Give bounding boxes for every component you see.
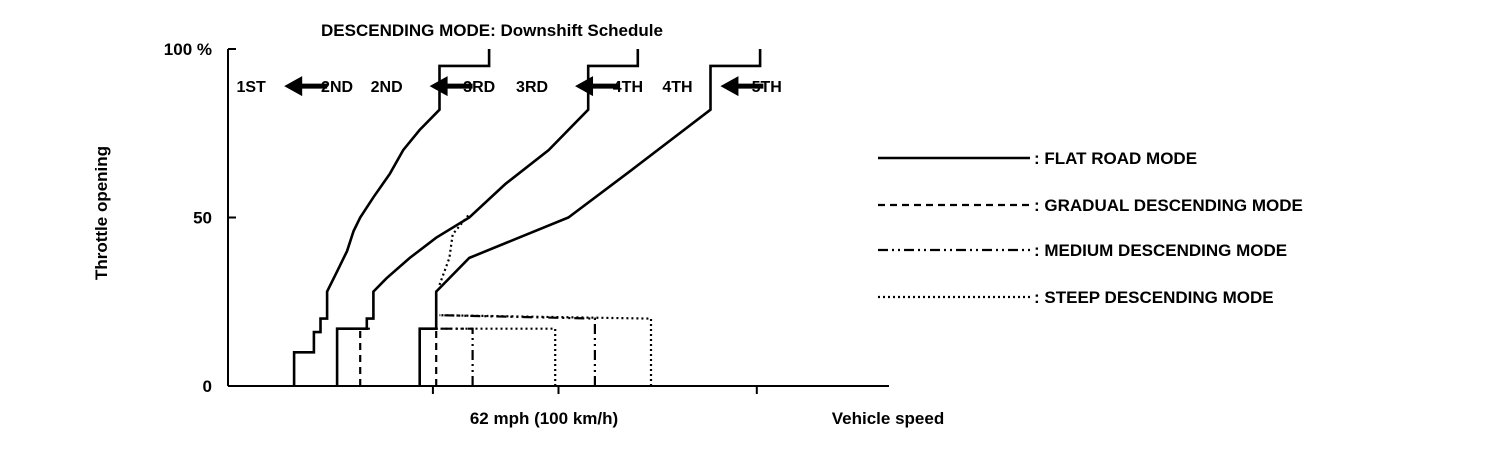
series-line bbox=[335, 49, 640, 386]
gear-label: 3RD bbox=[463, 79, 495, 96]
downshift-arrow-head bbox=[284, 76, 303, 97]
y-ticks: 0 50 100 % bbox=[164, 40, 236, 396]
legend-label: : FLAT ROAD MODE bbox=[1034, 149, 1197, 168]
y-tick-label: 100 % bbox=[164, 40, 212, 59]
chart-title: DESCENDING MODE: Downshift Schedule bbox=[321, 21, 663, 40]
series-line bbox=[439, 314, 597, 386]
gear-label: 2ND bbox=[371, 79, 403, 96]
series-dashed bbox=[359, 327, 438, 386]
gear-labels: 1ST 2ND 2ND 3RD 3RD 4TH 4TH 5TH bbox=[236, 79, 781, 96]
gear-label: 5TH bbox=[752, 79, 782, 96]
gear-arrows bbox=[284, 76, 764, 97]
gear-label: 1ST bbox=[236, 79, 266, 96]
legend-label: : MEDIUM DESCENDING MODE bbox=[1034, 241, 1287, 260]
y-axis-label: Throttle opening bbox=[92, 146, 111, 280]
series-layer bbox=[292, 49, 762, 386]
legend-label: : GRADUAL DESCENDING MODE bbox=[1034, 196, 1303, 215]
series-dotted bbox=[436, 213, 653, 386]
x-tick-label: 62 mph (100 km/h) bbox=[470, 409, 618, 428]
series-line bbox=[439, 314, 653, 386]
y-tick-label: 50 bbox=[193, 209, 212, 228]
gear-label: 4TH bbox=[613, 79, 643, 96]
downshift-arrow-head bbox=[575, 76, 594, 97]
series-solid bbox=[292, 49, 762, 386]
downshift-arrow-head bbox=[429, 76, 448, 97]
downshift-arrow-head bbox=[720, 76, 739, 97]
series-line bbox=[292, 49, 491, 386]
series-line bbox=[436, 327, 474, 386]
series-line bbox=[436, 327, 557, 386]
series-dashdotdot bbox=[436, 314, 597, 386]
gear-label: 2ND bbox=[321, 79, 353, 96]
legend: : FLAT ROAD MODE : GRADUAL DESCENDING MOD… bbox=[878, 149, 1303, 307]
x-axis-label: Vehicle speed bbox=[832, 409, 944, 428]
gear-label: 4TH bbox=[662, 79, 692, 96]
gear-label: 3RD bbox=[516, 79, 548, 96]
y-tick-label: 0 bbox=[203, 377, 212, 396]
series-line bbox=[438, 213, 471, 286]
series-line bbox=[359, 327, 374, 386]
legend-label: : STEEP DESCENDING MODE bbox=[1034, 288, 1274, 307]
series-line bbox=[418, 49, 762, 386]
